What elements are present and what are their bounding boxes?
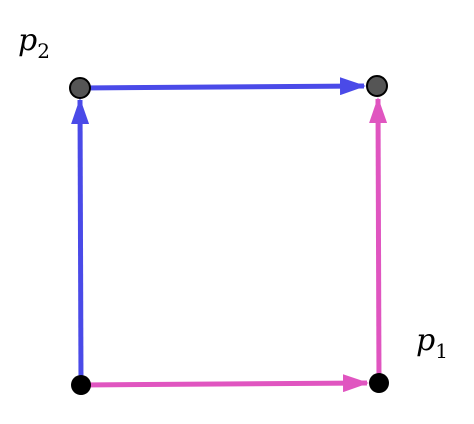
node-bottom-left — [71, 375, 91, 395]
node-top-right — [366, 75, 388, 97]
edge-bottom-right-to-top-right — [369, 97, 388, 384]
node-bottom-right — [369, 373, 389, 393]
label-p1: p1 — [416, 323, 448, 363]
node-top-left — [69, 77, 91, 99]
label-p1-base: p — [416, 323, 435, 358]
edge-bottom-left-to-top-left — [71, 98, 90, 385]
edge-top-left-to-top-right — [79, 77, 366, 96]
label-p2-sub: 2 — [37, 39, 50, 63]
label-p1-sub: 1 — [435, 339, 448, 363]
label-p2-base: p — [18, 23, 37, 58]
edge-bottom-left-to-bottom-right — [80, 374, 369, 393]
label-p2: p2 — [18, 23, 50, 63]
